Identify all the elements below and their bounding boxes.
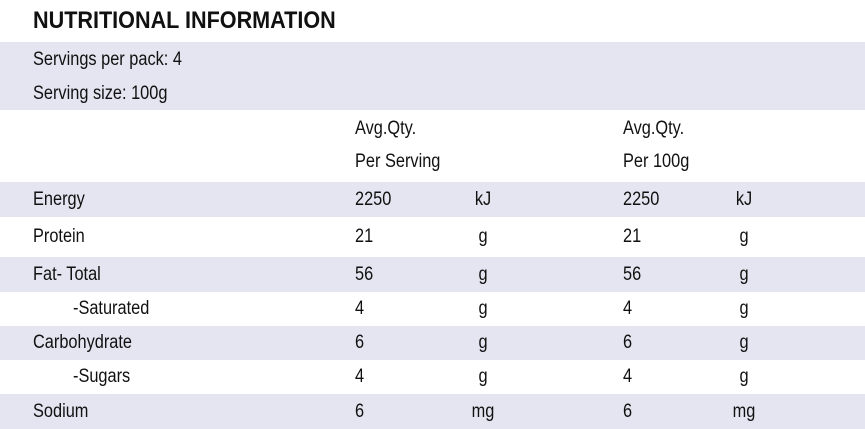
per-100g-value: 56 [623,264,642,285]
per-100g-value: 6 [623,401,633,422]
per-serving-unit: g [478,366,488,387]
nutrient-row: Protein 21 g 21 g [0,217,865,257]
per-100g-value: 4 [623,298,633,319]
nutrient-name: Energy [33,189,85,210]
nutrient-row: -Sugars 4 g 4 g [0,360,865,394]
per-serving-unit: g [478,332,488,353]
per-serving-unit: mg [471,401,495,422]
per-serving-unit: g [478,264,488,285]
per-100g-value: 21 [623,226,642,247]
servings-block: Servings per pack: 4 Serving size: 100g [0,42,865,110]
serving-size: Serving size: 100g [33,83,168,104]
per-serving-value: 56 [355,264,374,285]
per-100g-value: 2250 [623,189,660,210]
per-serving-value: 6 [355,401,365,422]
nutrient-row: Sodium 6 mg 6 mg [0,394,865,429]
nutrient-name: Carbohydrate [33,332,133,353]
per-serving-value: 4 [355,298,365,319]
per-100g-unit: kJ [735,189,753,210]
nutrient-name: -Saturated [73,298,150,319]
per-100g-unit: g [739,226,749,247]
per-100g-header-line1: Avg.Qty. [623,118,685,139]
nutrient-row: Energy 2250 kJ 2250 kJ [0,182,865,217]
per-100g-value: 4 [623,366,633,387]
nutrient-row: Carbohydrate 6 g 6 g [0,326,865,360]
per-100g-value: 6 [623,332,633,353]
per-serving-unit: kJ [474,189,492,210]
nutrient-row: -Saturated 4 g 4 g [0,292,865,326]
per-serving-value: 6 [355,332,365,353]
per-serving-header-line1: Avg.Qty. [355,118,417,139]
per-serving-value: 2250 [355,189,392,210]
nutrient-name: Sodium [33,401,89,422]
per-100g-header-line2: Per 100g [623,151,690,172]
per-100g-unit: g [739,298,749,319]
nutrient-name: Fat- Total [33,264,101,285]
per-100g-unit: g [739,332,749,353]
per-serving-header-line2: Per Serving [355,151,441,172]
per-100g-unit: g [739,366,749,387]
per-serving-value: 21 [355,226,374,247]
per-100g-unit: g [739,264,749,285]
panel-title: NUTRITIONAL INFORMATION [33,7,336,34]
per-100g-unit: mg [732,401,756,422]
column-header: Avg.Qty. Per Serving Avg.Qty. Per 100g [0,110,865,182]
per-serving-value: 4 [355,366,365,387]
nutrient-name: -Sugars [73,366,131,387]
per-serving-unit: g [478,226,488,247]
nutrient-row: Fat- Total 56 g 56 g [0,257,865,292]
per-serving-unit: g [478,298,488,319]
servings-per-pack: Servings per pack: 4 [33,49,182,70]
title-row: NUTRITIONAL INFORMATION [0,0,865,42]
nutrient-name: Protein [33,226,85,247]
